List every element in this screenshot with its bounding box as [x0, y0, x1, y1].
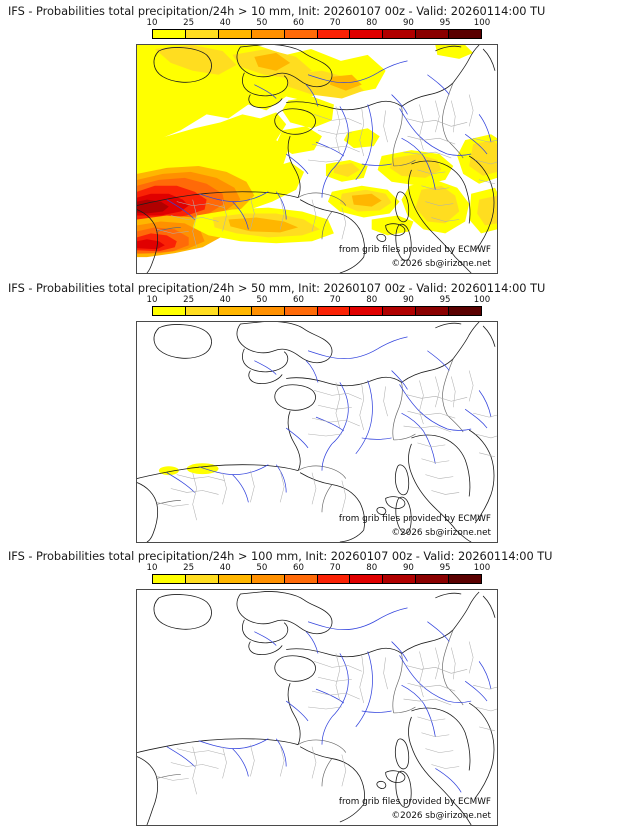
- colorbar-tick: 60: [293, 563, 304, 573]
- panel-gt-100mm: IFS - Probabilities total precipitation/…: [0, 545, 630, 828]
- colorbar-swatch: [415, 30, 449, 38]
- colorbar-swatch: [316, 575, 350, 583]
- panel-title: IFS - Probabilities total precipitation/…: [8, 4, 546, 18]
- colorbar-tick: 100: [473, 295, 491, 305]
- colorbar-tick: 40: [219, 18, 231, 28]
- colorbar-swatch: [316, 30, 350, 38]
- colorbar-tick: 80: [366, 295, 378, 305]
- colorbar-swatch: [250, 575, 284, 583]
- colorbar-tick: 25: [183, 295, 195, 305]
- colorbar-swatches: [152, 306, 482, 316]
- colorbar-swatch: [448, 30, 482, 38]
- colorbar-tick: 40: [219, 563, 231, 573]
- colorbar-tick: 100: [473, 563, 491, 573]
- colorbar-ticks: 10 25 40 50 60 70 80 90 95 100: [147, 18, 491, 29]
- colorbar-swatches: [152, 29, 482, 39]
- panel-title: IFS - Probabilities total precipitation/…: [8, 281, 546, 295]
- colorbar-swatch: [382, 307, 416, 315]
- colorbar-swatch: [217, 307, 251, 315]
- probability-map-gt-10mm[interactable]: from grib files provided by ECMWF ©2026 …: [136, 44, 498, 274]
- colorbar-swatch: [184, 30, 218, 38]
- probability-map-gt-100mm[interactable]: from grib files provided by ECMWF ©2026 …: [136, 589, 498, 826]
- colorbar-tick: 50: [256, 295, 268, 305]
- colorbar-tick: 90: [402, 18, 414, 28]
- colorbar-swatch: [349, 307, 383, 315]
- colorbar-tick: 80: [366, 18, 378, 28]
- colorbar-tick: 80: [366, 563, 378, 573]
- colorbar-tick: 10: [146, 563, 158, 573]
- colorbar-tick: 95: [439, 295, 451, 305]
- colorbar-tick: 95: [439, 563, 451, 573]
- colorbar-tick: 95: [439, 18, 451, 28]
- colorbar-swatch: [153, 575, 185, 583]
- colorbar-swatch: [415, 307, 449, 315]
- colorbar-tick: 70: [329, 563, 341, 573]
- colorbar-tick: 50: [256, 563, 268, 573]
- colorbar-tick: 10: [146, 18, 158, 28]
- colorbar-swatch: [349, 30, 383, 38]
- colorbar-swatch: [316, 307, 350, 315]
- colorbar-swatch: [250, 307, 284, 315]
- colorbar-swatch: [283, 30, 317, 38]
- colorbar-swatch: [448, 575, 482, 583]
- colorbar-swatches: [152, 574, 482, 584]
- colorbar-tick: 40: [219, 295, 231, 305]
- colorbar-panel-2: 10 25 40 50 60 70 80 90 95 100: [147, 295, 491, 317]
- probability-map-gt-50mm[interactable]: from grib files provided by ECMWF ©2026 …: [136, 321, 498, 543]
- colorbar-swatch: [250, 30, 284, 38]
- panel-gt-10mm: IFS - Probabilities total precipitation/…: [0, 0, 630, 276]
- colorbar-swatch: [382, 30, 416, 38]
- colorbar-tick: 50: [256, 18, 268, 28]
- colorbar-swatch: [217, 30, 251, 38]
- colorbar-swatch: [184, 307, 218, 315]
- panel-title: IFS - Probabilities total precipitation/…: [8, 549, 553, 563]
- colorbar-tick: 25: [183, 18, 195, 28]
- colorbar-tick: 100: [473, 18, 491, 28]
- colorbar-swatch: [184, 575, 218, 583]
- panel-gt-50mm: IFS - Probabilities total precipitation/…: [0, 277, 630, 545]
- colorbar-swatch: [153, 30, 185, 38]
- colorbar-swatch: [382, 575, 416, 583]
- colorbar-tick: 25: [183, 563, 195, 573]
- colorbar-tick: 70: [329, 295, 341, 305]
- colorbar-swatch: [448, 307, 482, 315]
- colorbar-tick: 90: [402, 563, 414, 573]
- colorbar-tick: 60: [293, 295, 304, 305]
- colorbar-ticks: 10 25 40 50 60 70 80 90 95 100: [147, 563, 491, 574]
- colorbar-tick: 90: [402, 295, 414, 305]
- colorbar-swatch: [153, 307, 185, 315]
- colorbar-panel-3: 10 25 40 50 60 70 80 90 95 100: [147, 563, 491, 585]
- colorbar-swatch: [283, 575, 317, 583]
- colorbar-swatch: [217, 575, 251, 583]
- colorbar-tick: 70: [329, 18, 341, 28]
- colorbar-swatch: [415, 575, 449, 583]
- colorbar-swatch: [283, 307, 317, 315]
- colorbar-panel-1: 10 25 40 50 60 70 80 90 95 100: [147, 18, 491, 40]
- colorbar-swatch: [349, 575, 383, 583]
- colorbar-ticks: 10 25 40 50 60 70 80 90 95 100: [147, 295, 491, 306]
- colorbar-tick: 60: [293, 18, 304, 28]
- colorbar-tick: 10: [146, 295, 158, 305]
